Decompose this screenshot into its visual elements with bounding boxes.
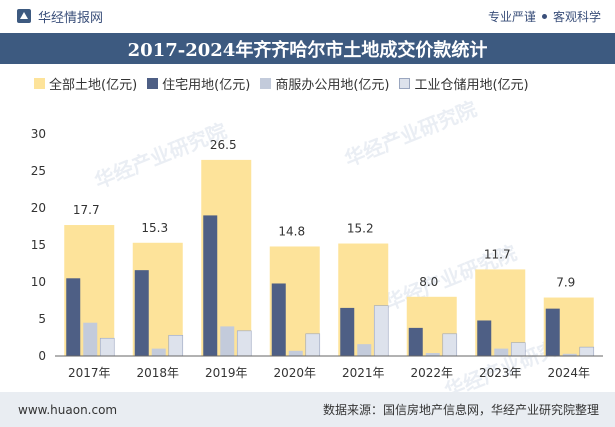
tagline-dot-icon [541, 13, 547, 19]
footer-source: 数据来源：国信房地产信息网，华经产业研究院整理 [322, 403, 599, 417]
legend-swatch-industrial [399, 78, 411, 89]
top-bar: 华经情报网 专业严谨 客观科学 [0, 0, 615, 32]
bar-industrial [305, 333, 321, 357]
legend-item-commercial: 商服办公用地(亿元) [260, 74, 389, 93]
bar-commercial [288, 350, 303, 356]
x-tick-label: 2019年 [205, 366, 248, 380]
y-tick-label: 20 [31, 201, 46, 215]
legend-item-residential: 住宅用地(亿元) [147, 74, 250, 93]
x-tick-label: 2017年 [68, 366, 111, 380]
chart-title: 2017-2024年齐齐哈尔市土地成交价款统计 [127, 39, 488, 61]
y-tick-label: 15 [31, 238, 46, 252]
y-tick-label: 10 [31, 275, 46, 289]
y-tick-label: 5 [38, 312, 46, 326]
bar-industrial [442, 333, 458, 357]
brand-name: 华经情报网 [38, 10, 104, 26]
x-tick-label: 2018年 [136, 366, 179, 380]
legend-swatch-total [34, 78, 45, 89]
data-label-total: 26.5 [210, 138, 237, 152]
bar-residential [477, 320, 492, 356]
bar-commercial [151, 348, 166, 356]
legend-item-industrial: 工业仓储用地(亿元) [399, 74, 529, 93]
chart-title-bar: 2017-2024年齐齐哈尔市土地成交价款统计 [0, 33, 615, 64]
bar-commercial [357, 344, 372, 356]
bar-commercial [220, 326, 235, 356]
bar-industrial [579, 346, 595, 357]
bar-residential [66, 278, 81, 356]
y-tick-label: 25 [31, 164, 46, 178]
tagline-right: 客观科学 [552, 9, 601, 24]
bar-residential [408, 327, 423, 356]
bar-industrial [236, 330, 252, 357]
legend-item-total: 全部土地(亿元) [34, 74, 137, 93]
bar-residential [545, 308, 560, 356]
data-label-total: 17.7 [73, 203, 100, 217]
bar-chart: 0 5 10 15 20 25 30 17.7 2017年 15.3 2018年 26.5 2019年 1… [31, 127, 603, 380]
footer: www.huaon.com 数据来源：国信房地产信息网，华经产业研究院整理 [0, 392, 615, 427]
bar-industrial [168, 334, 184, 357]
data-label-total: 7.9 [556, 276, 575, 290]
bar-commercial [494, 348, 509, 356]
tagline-left: 专业严谨 [487, 9, 536, 24]
y-tick-label: 0 [38, 349, 46, 363]
chart-legend: 全部土地(亿元) 住宅用地(亿元) 商服办公用地(亿元) 工业仓储用地(亿元) [34, 74, 539, 93]
data-label-total: 8.0 [419, 275, 438, 289]
brand[interactable]: 华经情报网 [16, 7, 103, 26]
legend-label-total: 全部土地(亿元) [49, 78, 138, 93]
x-tick-label: 2024年 [547, 366, 590, 380]
data-label-total: 14.8 [278, 224, 305, 238]
bar-industrial [510, 342, 526, 357]
tagline: 专业严谨 客观科学 [488, 8, 601, 25]
bar-commercial [425, 353, 440, 356]
footer-website[interactable]: www.huaon.com [18, 402, 118, 417]
x-tick-label: 2022年 [410, 366, 453, 380]
legend-label-residential: 住宅用地(亿元) [162, 78, 251, 93]
bar-industrial [373, 305, 389, 357]
x-tick-label: 2023年 [479, 366, 522, 380]
bar-residential [271, 283, 286, 356]
bar-residential [134, 270, 149, 356]
legend-swatch-residential [147, 78, 159, 89]
legend-label-commercial: 商服办公用地(亿元) [275, 78, 390, 93]
legend-swatch-commercial [260, 78, 272, 89]
data-label-total: 11.7 [484, 247, 511, 261]
data-label-total: 15.3 [141, 221, 168, 235]
bar-commercial [83, 322, 98, 356]
bar-residential [340, 307, 355, 356]
data-label-total: 15.2 [347, 222, 374, 236]
huajing-logo-icon [17, 9, 31, 23]
bar-industrial [99, 337, 115, 357]
bar-commercial [562, 353, 577, 356]
legend-label-industrial: 工业仓储用地(亿元) [414, 78, 529, 93]
x-tick-label: 2021年 [342, 366, 385, 380]
x-tick-label: 2020年 [273, 366, 316, 380]
bar-residential [203, 215, 218, 356]
y-tick-label: 30 [31, 127, 46, 141]
